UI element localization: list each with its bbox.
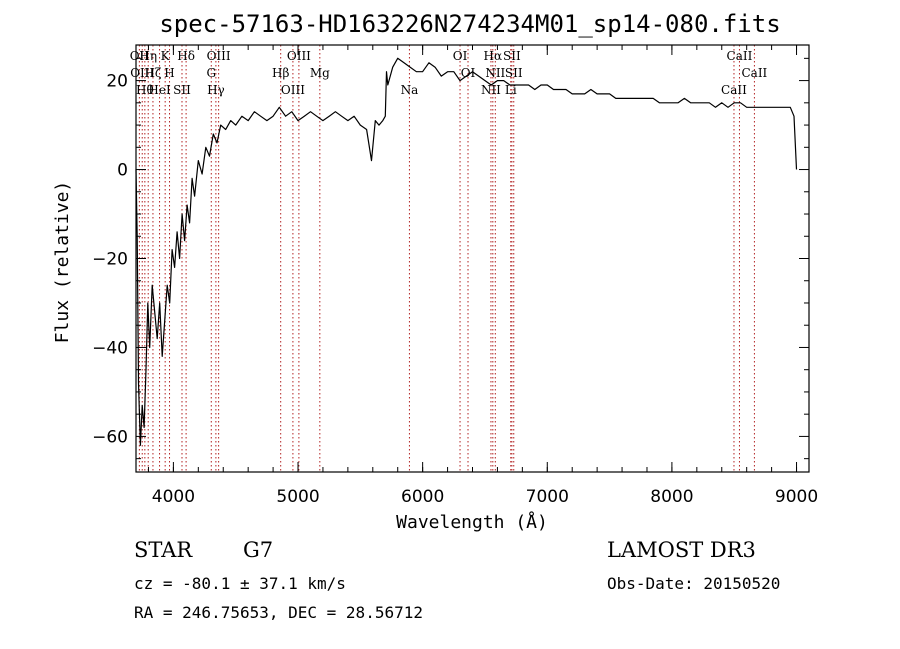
line-marker-label: Mg — [310, 66, 330, 80]
x-tick-label: 9000 — [775, 487, 818, 507]
line-marker-label: Na — [401, 83, 419, 97]
line-marker-label: NII — [481, 83, 501, 97]
line-marker-label: Hζ — [144, 66, 161, 80]
line-marker-label: H — [164, 66, 174, 80]
line-marker-label: OIII — [281, 83, 305, 97]
line-marker-label: CaII — [721, 83, 747, 97]
line-marker-label: Hβ — [272, 66, 289, 80]
chart-title: spec-57163-HD163226N274234M01_sp14-080.f… — [159, 10, 780, 38]
y-tick-label: −40 — [92, 338, 128, 358]
x-axis-ticks: 4000 5000 6000 7000 8000 9000 — [147, 45, 818, 507]
plot-frame — [135, 44, 810, 473]
line-marker-label: SII — [503, 49, 521, 63]
object-subclass: G7 — [243, 538, 274, 562]
x-tick-label: 5000 — [276, 487, 319, 507]
line-marker-label: G — [206, 66, 216, 80]
line-marker-label: OI — [453, 49, 468, 63]
line-marker-label: HeI — [148, 83, 171, 97]
line-marker-label: CaII — [741, 66, 767, 80]
line-marker-label: Hη — [139, 49, 157, 63]
redshift-value: cz = -80.1 ± 37.1 km/s — [134, 574, 346, 593]
line-marker-label: CaII — [727, 49, 753, 63]
x-tick-label: 6000 — [401, 487, 444, 507]
line-marker-label: Li — [505, 83, 517, 97]
y-tick-label: 20 — [106, 72, 128, 92]
line-marker-label: Hα — [484, 49, 503, 63]
y-axis-label: Flux (relative) — [52, 181, 73, 344]
line-marker-label: OIII — [287, 49, 311, 63]
line-marker-label: K — [161, 49, 171, 63]
object-class: STAR — [134, 538, 193, 562]
line-marker-label: NII — [485, 66, 505, 80]
y-tick-label: −20 — [92, 250, 128, 270]
observation-date: Obs-Date: 20150520 — [607, 574, 781, 593]
y-tick-label: 0 — [117, 161, 128, 181]
x-tick-label: 7000 — [526, 487, 569, 507]
y-axis-ticks: −60 −40 −20 0 20 — [92, 57, 809, 460]
emission-line-markers — [138, 45, 755, 472]
x-tick-label: 4000 — [152, 487, 195, 507]
line-marker-label: Hθ — [136, 83, 154, 97]
line-marker-label: Hδ — [177, 49, 195, 63]
line-marker-label: Hγ — [207, 83, 225, 97]
line-marker-label: SII — [505, 66, 523, 80]
x-axis-label: Wavelength (Å) — [396, 511, 548, 533]
coordinates: RA = 246.75653, DEC = 28.56712 — [134, 603, 423, 622]
line-marker-label: OI — [461, 66, 476, 80]
x-tick-label: 8000 — [650, 487, 693, 507]
emission-line-labels: OIIOIIIHθHηHζHeIKHSIIHδGHγOIIIHβOIIIOIII… — [130, 49, 768, 97]
spectrum-line — [135, 57, 798, 446]
line-marker-label: OIII — [207, 49, 231, 63]
line-marker-label: SII — [173, 83, 191, 97]
line-marker-label: OII — [130, 49, 150, 63]
y-tick-label: −60 — [92, 427, 128, 447]
survey-name: LAMOST DR3 — [607, 538, 756, 562]
